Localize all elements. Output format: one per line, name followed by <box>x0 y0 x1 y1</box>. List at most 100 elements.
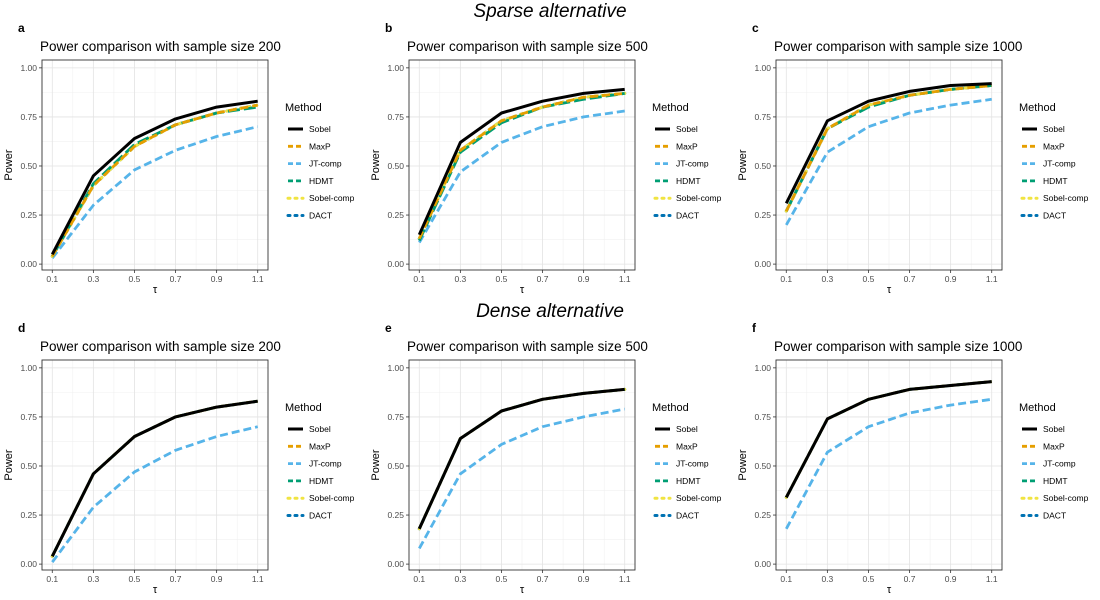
series-line-maxp <box>418 92 625 240</box>
x-tick-label: 0.9 <box>578 274 590 284</box>
y-tick-label: 0.75 <box>20 412 37 422</box>
panel-title: Power comparison with sample size 200 <box>40 339 281 354</box>
series-line-sobel <box>417 87 625 236</box>
series-line-sobel <box>50 399 258 557</box>
y-tick-label: 0.00 <box>387 259 404 269</box>
x-tick-label: 0.1 <box>46 274 58 284</box>
series-line-jt-comp <box>51 125 259 260</box>
x-tick-label: 0.7 <box>170 574 182 584</box>
legend-label: JT-comp <box>309 459 342 469</box>
panel-title: Power comparison with sample size 500 <box>407 339 648 354</box>
panel-e: e Power comparison with sample size 500 0.… <box>370 321 722 596</box>
plot-border <box>408 59 636 271</box>
y-axis-label: Power <box>737 149 749 181</box>
y-tick-label: 0.00 <box>754 559 771 569</box>
y-tick-label: 0.00 <box>387 559 404 569</box>
panel-letter: f <box>752 321 757 335</box>
legend-label: Sobel <box>676 124 698 134</box>
legend-label: DACT <box>676 211 699 221</box>
legend-label: HDMT <box>1043 176 1068 186</box>
series-line-maxp <box>785 84 992 212</box>
y-tick-label: 1.00 <box>20 363 37 373</box>
x-axis-label: τ <box>520 284 525 296</box>
legend-label: Sobel <box>1043 124 1065 134</box>
series-line-jt-comp <box>785 97 992 226</box>
y-tick-label: 0.25 <box>20 510 37 520</box>
x-tick-label: 0.5 <box>496 274 508 284</box>
plot-border <box>41 59 269 271</box>
x-axis-label: τ <box>153 284 158 296</box>
legend-label: MaxP <box>676 141 698 151</box>
legend-label: Sobel <box>309 424 331 434</box>
legend-label: HDMT <box>309 176 334 186</box>
series-group <box>417 387 627 550</box>
y-axis-label: Power <box>737 449 749 481</box>
panel-letter: a <box>18 21 25 35</box>
legend-label: Sobel <box>309 124 331 134</box>
x-tick-label: 0.3 <box>87 574 99 584</box>
legend-label: JT-comp <box>1043 459 1076 469</box>
legend-label: Sobel-comp <box>1043 493 1089 503</box>
legend-title: Method <box>652 102 689 114</box>
legend-label: JT-comp <box>1043 159 1076 169</box>
x-tick-label: 0.5 <box>496 574 508 584</box>
y-tick-label: 0.25 <box>387 210 404 220</box>
section-title-sparse: Sparse alternative <box>473 1 626 22</box>
x-tick-label: 1.1 <box>619 274 631 284</box>
legend-label: HDMT <box>676 476 701 486</box>
y-tick-label: 0.00 <box>20 259 37 269</box>
x-tick-label: 0.7 <box>537 274 549 284</box>
x-tick-label: 0.7 <box>904 574 916 584</box>
legend-label: DACT <box>1043 211 1066 221</box>
panel-title: Power comparison with sample size 200 <box>40 39 281 54</box>
y-tick-label: 0.75 <box>754 412 771 422</box>
x-tick-label: 0.9 <box>945 274 957 284</box>
series-group <box>50 99 260 260</box>
x-tick-label: 0.7 <box>904 274 916 284</box>
y-tick-label: 0.25 <box>754 210 771 220</box>
y-tick-label: 0.75 <box>754 112 771 122</box>
legend-label: DACT <box>676 511 699 521</box>
x-tick-label: 0.9 <box>211 574 223 584</box>
series-group <box>784 82 994 226</box>
x-tick-label: 0.5 <box>863 274 875 284</box>
legend-label: MaxP <box>1043 441 1065 451</box>
x-tick-label: 0.1 <box>780 574 792 584</box>
x-tick-label: 1.1 <box>252 574 264 584</box>
panel-a: a Power comparison with sample size 200 0.… <box>3 21 355 296</box>
legend-label: Sobel <box>676 424 698 434</box>
y-tick-label: 1.00 <box>754 363 771 373</box>
series-group <box>50 399 260 563</box>
panel-title: Power comparison with sample size 1000 <box>774 39 1022 54</box>
legend: Method Sobel MaxP JT-comp HDMT Sobel-comp DACT <box>652 402 722 521</box>
legend-label: DACT <box>1043 511 1066 521</box>
panel-f: f Power comparison with sample size 1000 0… <box>737 321 1089 596</box>
legend-label: DACT <box>309 511 332 521</box>
plot-border <box>41 359 269 571</box>
panel-d: d Power comparison with sample size 200 0.… <box>3 321 355 596</box>
x-tick-label: 0.3 <box>821 274 833 284</box>
legend-label: Sobel-comp <box>309 493 355 503</box>
y-tick-label: 1.00 <box>387 363 404 373</box>
legend: Method Sobel MaxP JT-comp HDMT Sobel-comp DACT <box>1019 102 1089 221</box>
legend-title: Method <box>1019 402 1056 414</box>
series-line-sobel <box>50 99 258 255</box>
x-tick-label: 0.1 <box>413 274 425 284</box>
x-tick-label: 0.3 <box>821 574 833 584</box>
legend-label: HDMT <box>309 476 334 486</box>
legend-title: Method <box>1019 102 1056 114</box>
panel-letter: e <box>385 321 392 335</box>
y-tick-label: 1.00 <box>387 63 404 73</box>
legend-label: Sobel-comp <box>676 193 722 203</box>
x-axis-label: τ <box>520 584 525 596</box>
y-tick-label: 0.25 <box>20 210 37 220</box>
x-tick-label: 0.1 <box>780 274 792 284</box>
legend: Method Sobel MaxP JT-comp HDMT Sobel-comp DACT <box>285 402 355 521</box>
legend-label: JT-comp <box>676 159 709 169</box>
series-line-jt-comp <box>785 397 992 530</box>
legend-title: Method <box>285 402 322 414</box>
legend-label: JT-comp <box>676 459 709 469</box>
x-tick-label: 0.5 <box>129 274 141 284</box>
series-group <box>417 87 627 244</box>
legend-label: HDMT <box>1043 476 1068 486</box>
